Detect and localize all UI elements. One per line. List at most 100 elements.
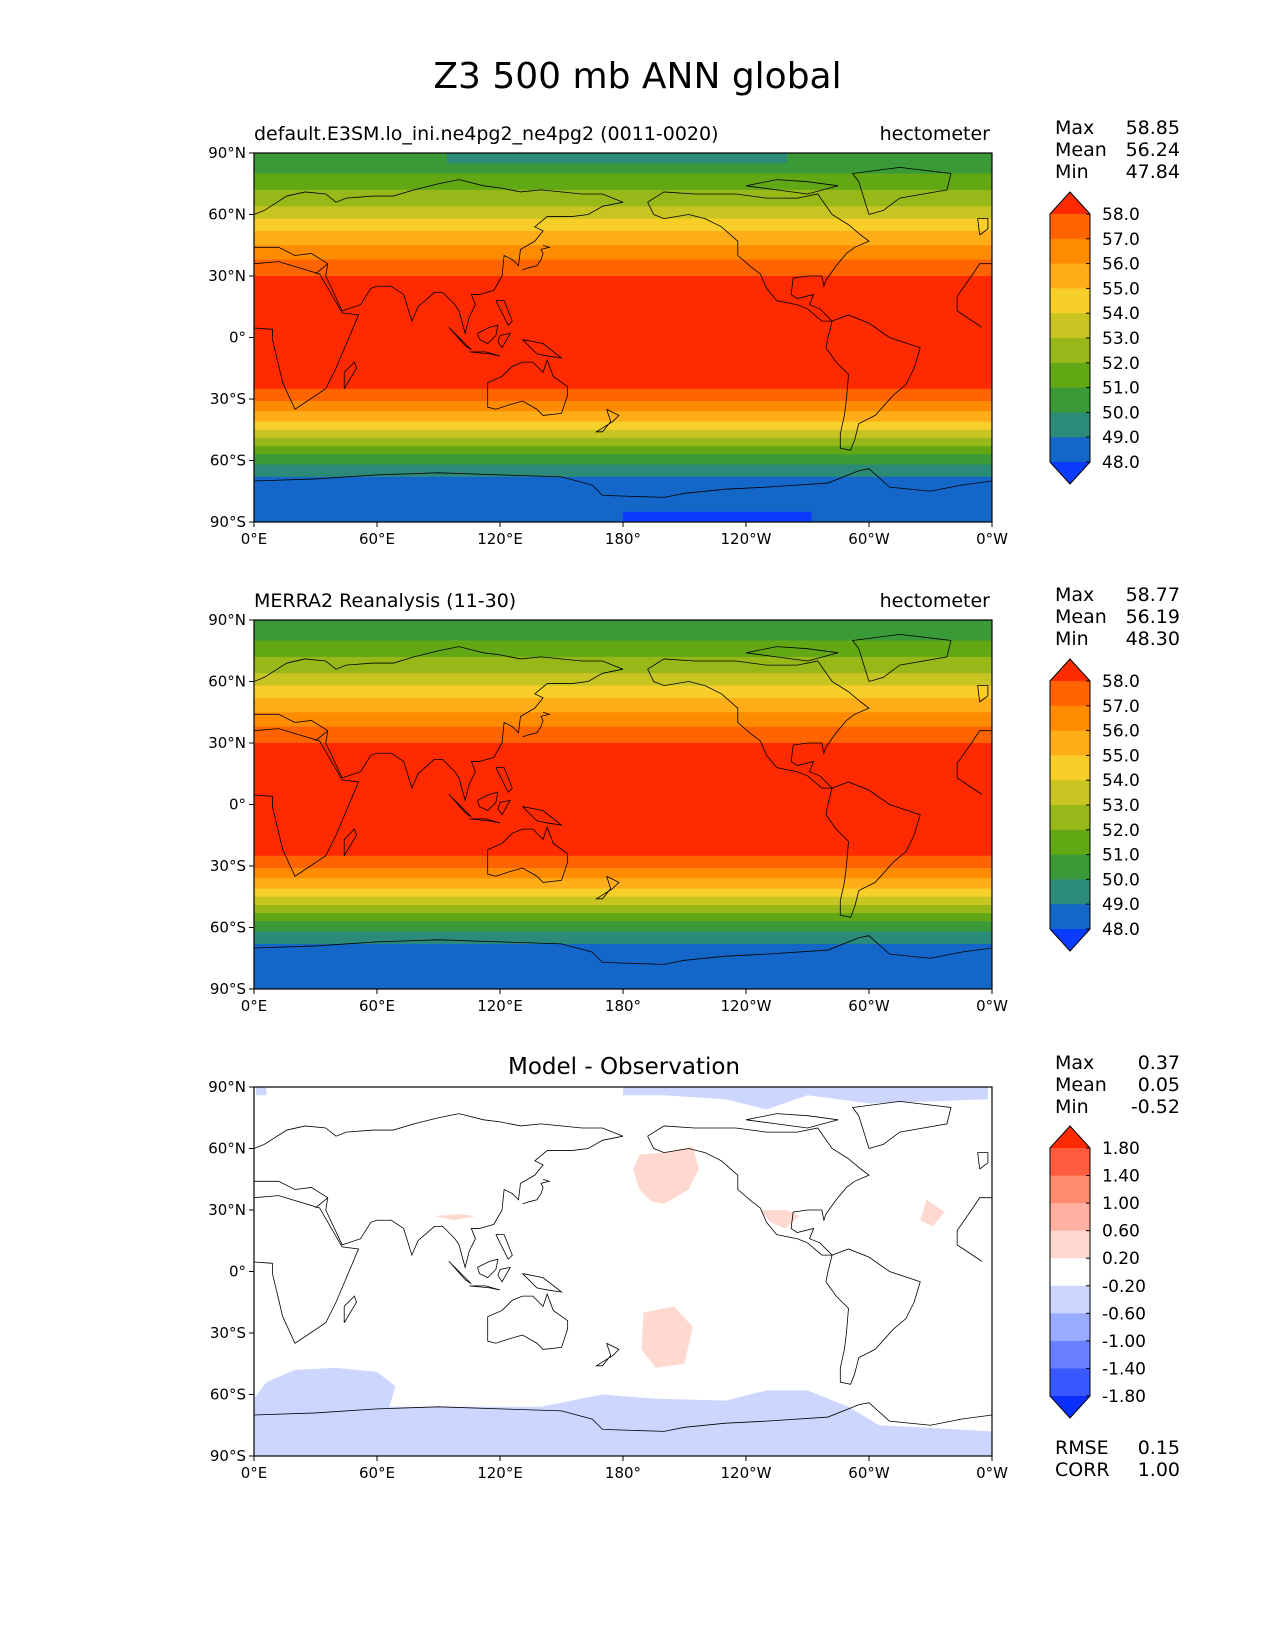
colorbar-label: -1.40 <box>1102 1359 1146 1379</box>
y-tick-label: 60°S <box>210 919 246 937</box>
colorbar-swatch <box>1050 829 1090 856</box>
coastline <box>495 767 513 793</box>
stat-min: 47.84 <box>1125 161 1180 183</box>
colorbar-swatch <box>1050 238 1090 265</box>
x-tick-label: 60°E <box>359 1464 395 1482</box>
colorbar-label: 51.0 <box>1102 379 1140 399</box>
stat-label: Mean <box>1055 606 1107 628</box>
contour-band <box>254 673 992 687</box>
colorbar-swatch <box>1050 1203 1090 1232</box>
stat-mean: 56.24 <box>1125 139 1180 161</box>
figure-title: Z3 500 mb ANN global <box>433 56 842 97</box>
colorbar-swatch <box>1050 437 1090 463</box>
coastline <box>254 1135 624 1269</box>
x-tick-label: 0°W <box>976 530 1008 548</box>
stat-max: 58.77 <box>1125 584 1180 606</box>
x-tick-label: 0°W <box>976 1464 1008 1482</box>
coastline <box>594 875 620 900</box>
coastline <box>343 1295 357 1323</box>
y-tick-label: 30°S <box>210 857 246 875</box>
contour-band <box>254 454 992 466</box>
coastline <box>448 1260 472 1285</box>
colorbar-label: 1.00 <box>1102 1194 1140 1214</box>
colorbar-swatch <box>1050 879 1090 905</box>
coastline <box>956 1197 992 1262</box>
contour-band <box>254 931 992 945</box>
coastline <box>825 314 921 451</box>
colorbar-label: 57.0 <box>1102 697 1140 717</box>
coastline <box>469 1285 501 1291</box>
colorbar-swatch <box>1050 904 1090 930</box>
y-tick-label: 0° <box>229 796 246 814</box>
stat-label: Mean <box>1055 1074 1107 1096</box>
contour-band <box>254 429 992 439</box>
colorbar-swatch <box>1050 780 1090 806</box>
coastline <box>477 791 499 812</box>
x-tick-label: 120°W <box>721 997 772 1015</box>
colorbar-swatch <box>1050 362 1090 389</box>
contour-band <box>254 855 992 869</box>
stat-mean: 0.05 <box>1137 1074 1180 1096</box>
colorbar-swatch <box>1050 1313 1090 1342</box>
coastline <box>522 244 551 271</box>
colorbar-label: 53.0 <box>1102 329 1140 349</box>
contour-band <box>254 888 992 898</box>
y-tick-label: 30°N <box>208 1201 246 1219</box>
x-tick-label: 120°E <box>477 530 523 548</box>
contour-band <box>254 878 992 890</box>
coastline <box>956 263 992 328</box>
coastline <box>469 818 501 824</box>
colorbar-swatch <box>1050 288 1090 314</box>
panel2-map: 0°E 60°E 120°E 180° 120°W 60°W 0°W 90°N 60°N 30°N… <box>208 611 1008 1015</box>
panel1-map: 0°E 60°E 120°E 180° 120°W 60°W 0°W 90°N 60°N 30°N… <box>208 144 1008 548</box>
contour-band <box>254 726 992 744</box>
contour-band <box>254 697 992 713</box>
x-tick-label: 60°W <box>848 530 890 548</box>
x-tick-label: 0°W <box>976 997 1008 1015</box>
colorbar-label: 48.0 <box>1102 453 1140 473</box>
coastline <box>977 685 989 703</box>
y-tick-label: 30°N <box>208 734 246 752</box>
colorbar-label: 1.40 <box>1102 1167 1140 1187</box>
contour-band <box>254 464 992 478</box>
colorbar-swatch <box>1050 1175 1090 1204</box>
colorbar-swatch <box>1050 214 1090 240</box>
contour-band <box>254 943 992 989</box>
x-tick-label: 180° <box>605 530 641 548</box>
panel3-title: Model - Observation <box>507 1054 741 1080</box>
contour-band <box>254 421 992 431</box>
x-tick-label: 120°W <box>721 1464 772 1482</box>
contour-band <box>623 511 812 522</box>
contour-band <box>254 904 992 914</box>
contour-region <box>920 1199 945 1227</box>
coastline <box>497 799 512 816</box>
stat-label: Max <box>1055 584 1095 606</box>
contour-region <box>254 1367 992 1456</box>
y-tick-label: 0° <box>229 1263 246 1281</box>
colorbar-swatch <box>1050 1340 1090 1369</box>
colorbar-swatch <box>1050 1285 1090 1314</box>
stat-label: Min <box>1055 628 1089 650</box>
y-tick-label: 90°S <box>210 980 246 998</box>
coastline <box>594 408 620 433</box>
coastline <box>254 261 360 410</box>
coastline <box>254 646 624 682</box>
contour-band <box>254 437 992 447</box>
y-tick-label: 90°N <box>208 611 246 629</box>
coastline <box>254 1113 624 1149</box>
colorbar-swatch <box>1050 1368 1090 1397</box>
colorbar-label: 50.0 <box>1102 403 1140 423</box>
coastline <box>497 1266 512 1283</box>
stat-label: Min <box>1055 1096 1089 1118</box>
colorbar-label: -0.20 <box>1102 1277 1146 1297</box>
colorbar-swatch <box>1050 681 1090 707</box>
colorbar-label: 54.0 <box>1102 304 1140 324</box>
stat-label: Max <box>1055 117 1095 139</box>
panel1-units: hectometer <box>879 123 990 145</box>
coastline <box>254 1402 992 1432</box>
coastline <box>448 793 472 818</box>
contour-band <box>254 868 992 879</box>
contour-region <box>633 1146 699 1204</box>
coastline <box>254 1195 360 1344</box>
colorbar-label: -1.00 <box>1102 1332 1146 1352</box>
